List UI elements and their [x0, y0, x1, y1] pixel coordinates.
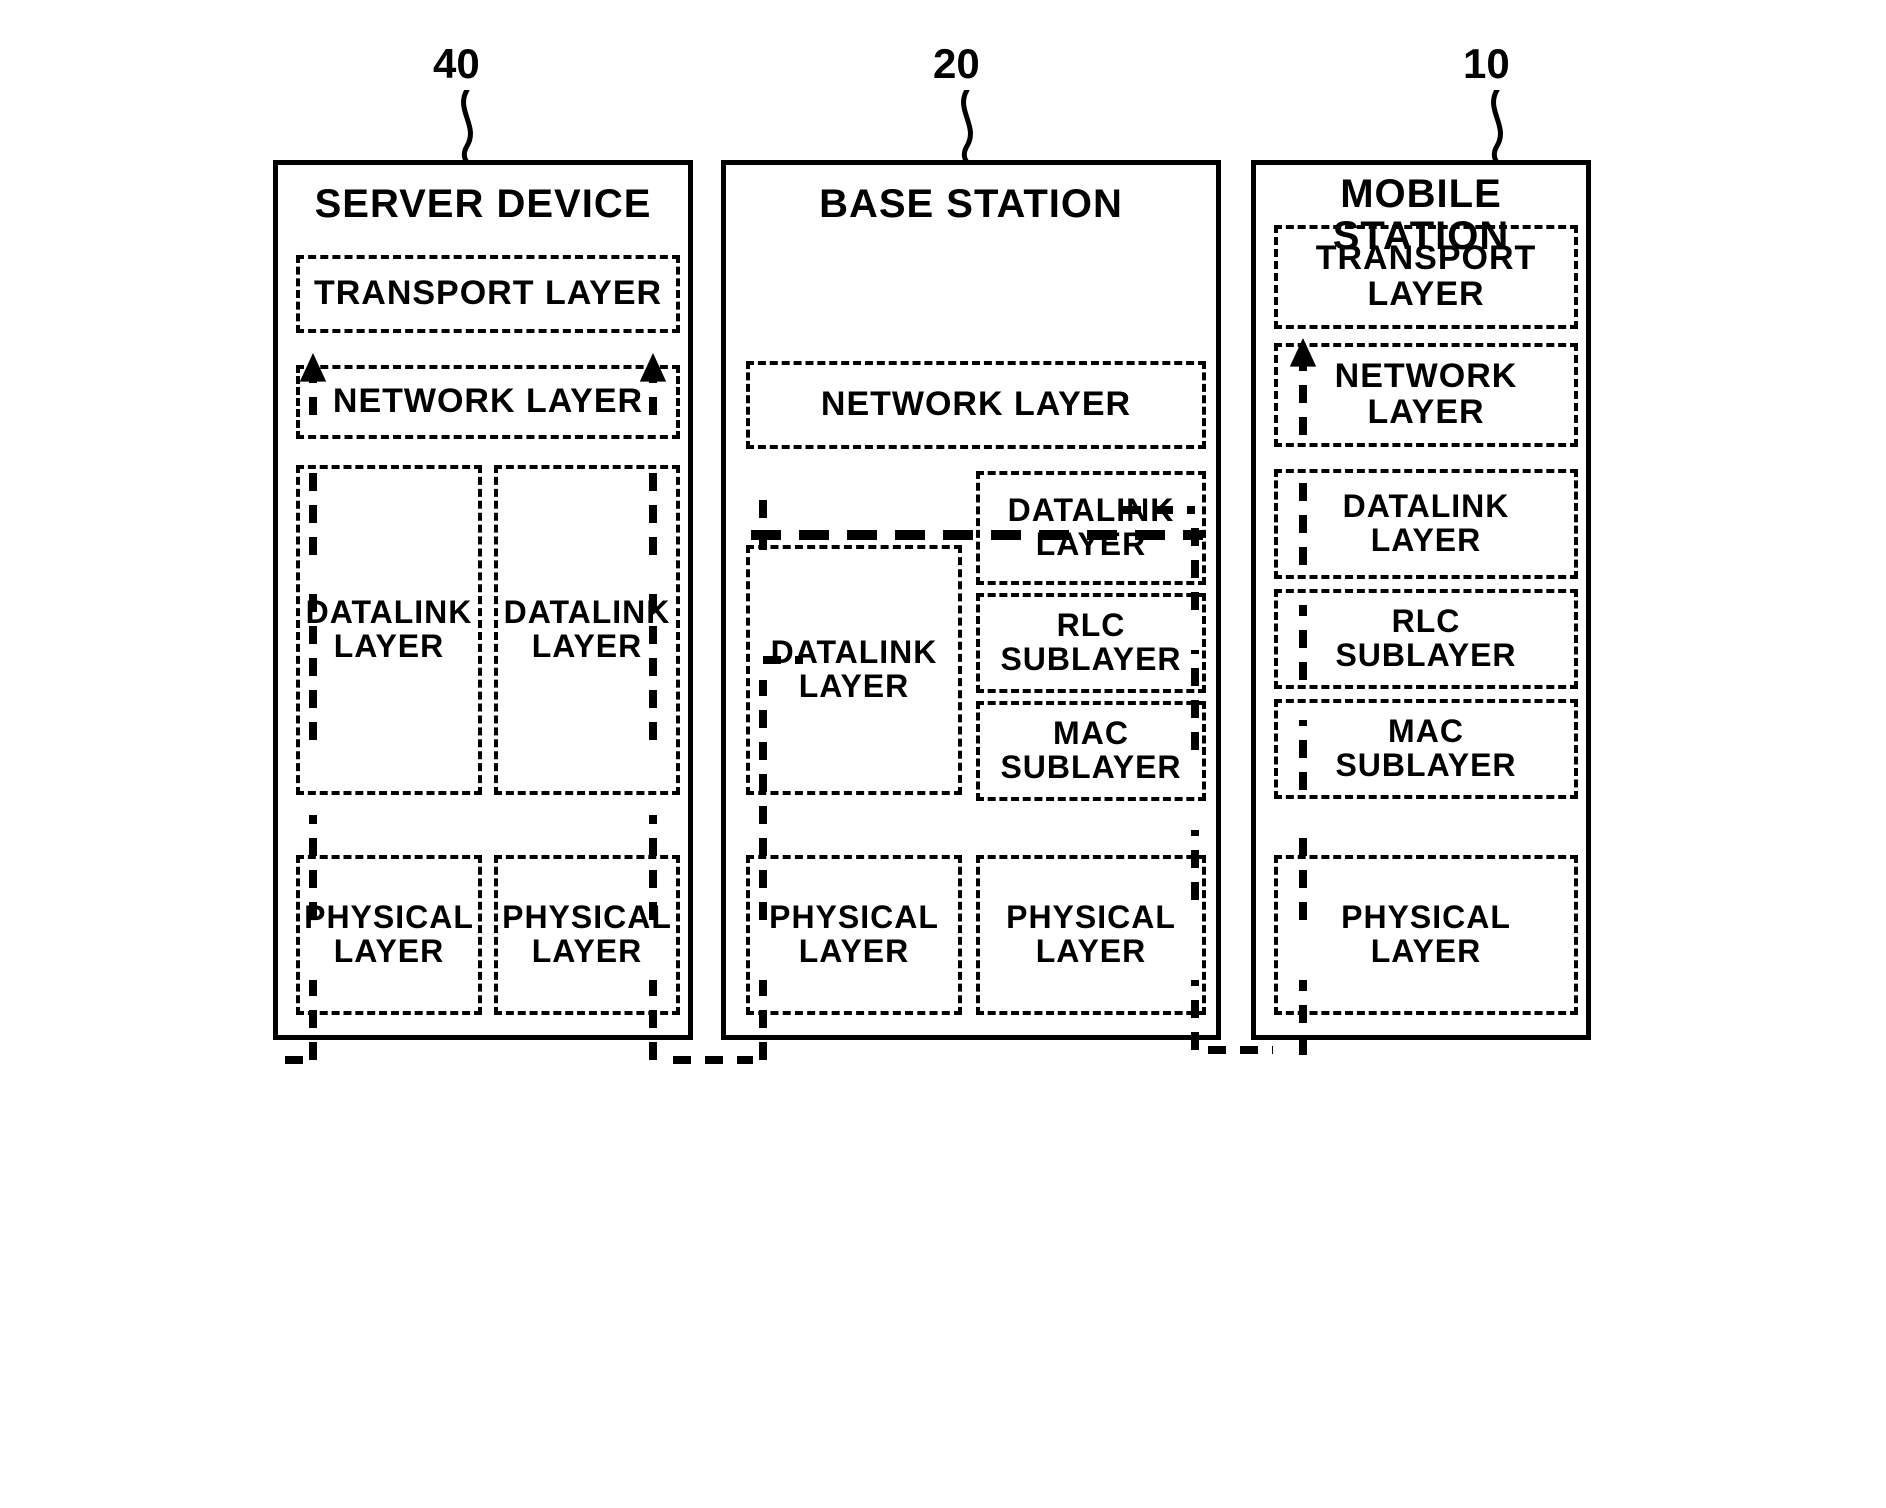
layer-srv-dl-r: DATALINKLAYER — [494, 465, 680, 795]
layer-bs-ph-l: PHYSICALLAYER — [746, 855, 962, 1015]
ref-label-ref40: 40 — [433, 40, 480, 88]
layer-ms-rlc: RLCSUBLAYER — [1274, 589, 1578, 689]
layer-srv-dl-l: DATALINKLAYER — [296, 465, 482, 795]
layer-srv-network: NETWORK LAYER — [296, 365, 680, 439]
layer-srv-ph-r: PHYSICALLAYER — [494, 855, 680, 1015]
ref-label-ref10: 10 — [1463, 40, 1510, 88]
ref-label-ref20: 20 — [933, 40, 980, 88]
ref-tail-ref20 — [945, 90, 989, 162]
device-mobile: MOBILE STATIONTRANSPORTLAYERNETWORKLAYER… — [1251, 160, 1591, 1040]
layer-bs-dl-r: DATALINKLAYER — [976, 471, 1206, 585]
layer-srv-ph-l: PHYSICALLAYER — [296, 855, 482, 1015]
device-base: BASE STATION NETWORK LAYER DATALINKLAYERDA… — [721, 160, 1221, 1040]
layer-ms-dl: DATALINKLAYER — [1274, 469, 1578, 579]
layer-bs-network: NETWORK LAYER — [746, 361, 1206, 449]
layer-bs-dl-l: DATALINKLAYER — [746, 545, 962, 795]
layer-ms-physical: PHYSICALLAYER — [1274, 855, 1578, 1015]
layer-ms-mac: MACSUBLAYER — [1274, 699, 1578, 799]
layer-bs-mac: MACSUBLAYER — [976, 701, 1206, 801]
layer-bs-ph-r: PHYSICALLAYER — [976, 855, 1206, 1015]
device-title-server: SERVER DEVICE — [278, 183, 688, 225]
ref-tail-ref10 — [1475, 90, 1519, 162]
layer-srv-transport: TRANSPORT LAYER — [296, 255, 680, 333]
layer-ms-transport: TRANSPORTLAYER — [1274, 225, 1578, 329]
ref-tail-ref40 — [445, 90, 489, 162]
device-server: SERVER DEVICE TRANSPORT LAYER NETWORK LAYE… — [273, 160, 693, 1040]
device-title-base: BASE STATION — [726, 183, 1216, 225]
diagram-canvas: 40 20 10 SERVER DEVICE TRANSPORT LAYER NETWOR… — [273, 40, 1613, 1100]
layer-ms-network: NETWORKLAYER — [1274, 343, 1578, 447]
layer-bs-rlc: RLCSUBLAYER — [976, 593, 1206, 693]
